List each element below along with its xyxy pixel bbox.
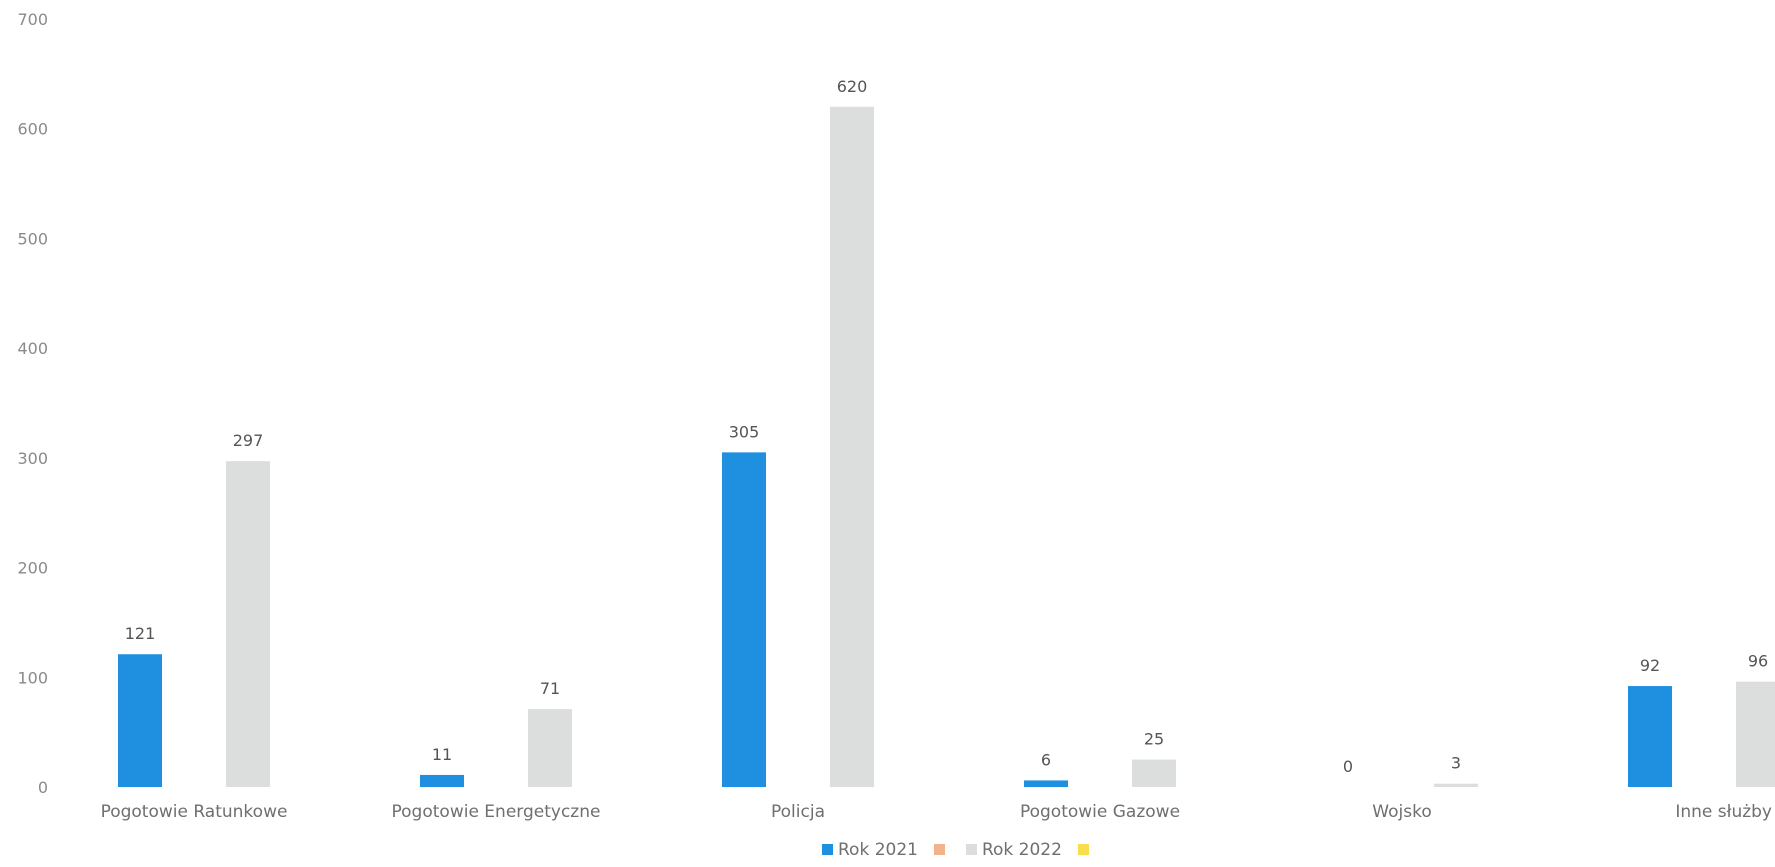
data-label: 305 [729, 422, 760, 441]
data-label: 11 [432, 745, 452, 764]
bar-rok-2021 [722, 452, 766, 787]
bar-rok-2022 [226, 461, 270, 787]
bar-rok-2021 [1628, 686, 1672, 787]
category-label: Pogotowie Energetyczne [392, 802, 601, 822]
data-label: 71 [540, 679, 560, 698]
bar-rok-2022 [1434, 783, 1478, 787]
bar-rok-2021 [420, 774, 464, 787]
bar-rok-2022 [1736, 681, 1775, 787]
y-tick-label: 0 [38, 778, 48, 797]
bar-rok-2021 [118, 654, 162, 787]
data-label: 620 [837, 77, 868, 96]
bar-rok-2022 [528, 709, 572, 787]
y-tick-label: 500 [17, 229, 48, 248]
legend-swatch [933, 844, 945, 855]
legend-label: Rok 2021 [838, 840, 918, 860]
bar-rok-2022 [1132, 759, 1176, 787]
legend-swatch [822, 844, 833, 855]
y-tick-label: 100 [17, 668, 48, 687]
legend: Rok 2021 Rok 2022 [822, 840, 1089, 860]
y-tick-label: 400 [17, 339, 48, 358]
y-tick-label: 200 [17, 559, 48, 578]
category-label: Wojsko [1372, 802, 1431, 822]
y-tick-label: 600 [17, 120, 48, 139]
legend-swatch [965, 844, 977, 855]
category-label: Pogotowie Ratunkowe [101, 802, 288, 822]
data-label: 0 [1343, 757, 1353, 776]
data-label: 25 [1144, 730, 1164, 749]
legend-label: Rok 2022 [982, 840, 1062, 860]
y-axis: 0 100 200 300 400 500 600 700 [17, 10, 48, 797]
data-label: 96 [1748, 652, 1768, 671]
data-label: 121 [125, 624, 156, 643]
legend-swatch [1077, 844, 1089, 855]
category-label: Pogotowie Gazowe [1020, 802, 1180, 822]
category-label: Policja [771, 802, 825, 822]
data-label: 297 [233, 431, 264, 450]
bars: 121 11 305 6 0 92 297 71 620 25 3 96 [118, 77, 1775, 788]
x-axis: Pogotowie Ratunkowe Pogotowie Energetyczn… [101, 802, 1772, 822]
data-label: 6 [1041, 750, 1051, 769]
category-label: Inne służby [1675, 802, 1772, 822]
y-tick-label: 300 [17, 449, 48, 468]
data-label: 92 [1640, 656, 1660, 675]
y-tick-label: 700 [17, 10, 48, 29]
bar-rok-2022 [830, 106, 874, 788]
data-label: 3 [1451, 754, 1461, 773]
bar-rok-2021 [1024, 780, 1068, 787]
